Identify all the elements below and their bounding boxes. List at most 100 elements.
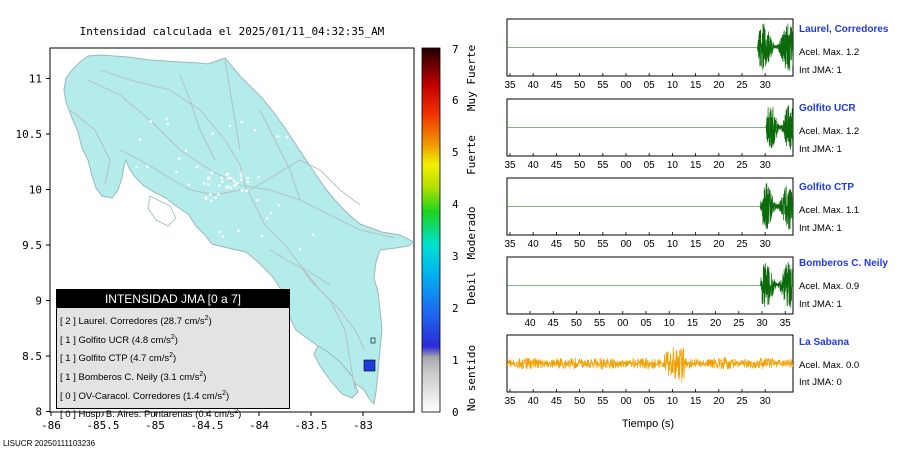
town-dot: [218, 230, 221, 234]
town-dot: [138, 138, 142, 141]
time-tick-label: 05: [644, 160, 656, 171]
town-dot: [185, 246, 188, 250]
town-dot: [285, 135, 289, 139]
time-tick-label: 50: [574, 239, 586, 250]
osa-peninsula: [313, 345, 359, 399]
lat-tick-label: 9: [35, 295, 42, 308]
time-tick-label: 00: [617, 318, 629, 329]
trace-waveform: [506, 347, 794, 383]
seismogram-panel: 35 40 45 50 55 00 05 10 15 20 25 30: [504, 18, 794, 91]
time-tick-label: 10: [667, 396, 679, 407]
station-intensity: Int JMA: 1: [799, 144, 842, 155]
legend-item: [ 1 ] Golfito CTP (4.7 cm/s2): [60, 352, 177, 365]
time-tick-label: 25: [736, 396, 748, 407]
time-tick-label: 15: [690, 160, 702, 171]
time-tick-label: 05: [644, 239, 656, 250]
town-dot: [151, 251, 154, 254]
lon-tick-label: -84.5: [190, 419, 223, 432]
time-tick-label: 40: [528, 80, 540, 91]
town-dot: [221, 235, 225, 238]
town-dot: [210, 171, 213, 174]
time-tick-label: 05: [644, 80, 656, 91]
colorbar-labels: Muy Fuerte Fuerte Moderado Debil No sentido: [465, 45, 478, 411]
station-accel: Acel. Max. 0.9: [799, 281, 860, 292]
town-dot: [206, 177, 210, 180]
town-dot: [237, 229, 240, 233]
trace-waveform: [759, 261, 794, 308]
town-dot: [178, 229, 181, 233]
colorbar-tick-label: 6: [452, 94, 459, 107]
epicenter-marker: [363, 359, 376, 372]
colorbar-label: Moderado: [465, 207, 478, 260]
town-dot: [202, 182, 206, 185]
town-dot: [228, 124, 232, 127]
lon-tick-label: -83.5: [294, 419, 327, 432]
station-name: Bomberos C. Neily: [799, 258, 888, 269]
time-tick-label: 05: [640, 318, 652, 329]
time-tick-label: 30: [756, 318, 768, 329]
legend-list: [ 2 ] Laurel. Corredores (28.7 cm/s2) [ 1…: [57, 308, 289, 423]
lon-tick-label: -83: [353, 419, 373, 432]
town-dot: [225, 186, 228, 189]
lat-tick-label: 11: [29, 73, 42, 86]
map-title: Intensidad calculada el 2025/01/11_04:32…: [80, 25, 385, 38]
time-tick-label: 40: [528, 396, 540, 407]
town-dot: [226, 185, 229, 188]
lon-tick-label: -85.5: [86, 419, 119, 432]
colorbar-tick-label: 0: [452, 406, 459, 419]
intensity-legend: INTENSIDAD JMA [0 a 7] [ 2 ] Laurel. Cor…: [56, 289, 290, 420]
time-tick-label: 25: [736, 80, 748, 91]
town-dot: [226, 176, 230, 180]
time-tick-label: 35: [780, 318, 792, 329]
longitude-axis: -86 -85.5 -85 -84.5 -84 -83.5 -83: [41, 412, 373, 432]
town-dot: [221, 180, 224, 183]
time-tick-label: 35: [504, 80, 516, 91]
seismogram-panel: 35 40 45 50 55 00 05 10 15 20 25 30: [504, 334, 794, 407]
town-dot: [149, 120, 153, 123]
town-dot: [178, 157, 181, 160]
time-tick-label: 50: [574, 80, 586, 91]
town-dot: [208, 176, 211, 180]
time-tick-label: 10: [667, 80, 679, 91]
station-name: Golfito CTP: [799, 182, 854, 193]
town-dot: [256, 199, 259, 202]
town-dot: [146, 165, 149, 168]
station-intensity: Int JMA: 1: [799, 65, 842, 76]
town-dot: [207, 183, 210, 186]
legend-title: INTENSIDAD JMA [0 a 7]: [57, 290, 289, 308]
time-tick-label: 20: [713, 160, 725, 171]
town-dot: [246, 180, 250, 184]
station-intensity: Int JMA: 1: [799, 223, 842, 234]
town-dot: [211, 132, 214, 135]
town-dot: [240, 174, 243, 178]
lon-tick-label: -86: [41, 419, 61, 432]
town-dot: [233, 184, 237, 188]
time-tick-label: 55: [594, 318, 606, 329]
town-dot: [158, 224, 161, 227]
trace-waveform: [759, 182, 794, 230]
town-dot: [276, 135, 280, 138]
colorbar-tick-label: 2: [452, 302, 459, 315]
colorbar-tick-label: 4: [452, 198, 459, 211]
seismogram-panel: 35 40 45 50 55 00 05 10 15 20 25 30: [504, 177, 794, 250]
town-dot: [232, 179, 236, 183]
station-accel: Acel. Max. 1.2: [799, 126, 860, 137]
town-dot: [135, 166, 138, 169]
legend-item: [ 2 ] Laurel. Corredores (28.7 cm/s2): [60, 315, 212, 328]
town-dot: [214, 196, 217, 199]
town-dot: [240, 120, 243, 124]
town-dot: [210, 199, 213, 202]
colorbar-label: Debil: [465, 271, 478, 304]
time-tick-label: 45: [551, 396, 563, 407]
town-dot: [229, 186, 232, 190]
town-dot: [225, 173, 229, 176]
station-name: Golfito UCR: [799, 103, 856, 114]
town-dot: [196, 165, 199, 169]
time-tick-label: 00: [620, 80, 632, 91]
town-dot: [246, 177, 249, 180]
town-dot: [317, 161, 320, 164]
time-tick-label: 55: [597, 239, 609, 250]
town-dot: [204, 196, 208, 199]
town-dot: [239, 172, 242, 175]
time-tick-label: 35: [504, 239, 516, 250]
